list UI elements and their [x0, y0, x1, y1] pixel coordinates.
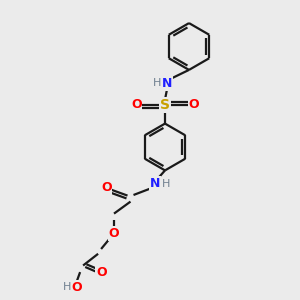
Text: H: H	[63, 282, 71, 292]
Text: O: O	[72, 281, 83, 294]
Text: H: H	[152, 78, 161, 88]
Text: O: O	[188, 98, 199, 112]
Text: O: O	[131, 98, 142, 112]
Text: O: O	[101, 181, 112, 194]
Text: H: H	[161, 178, 170, 189]
Text: N: N	[162, 77, 172, 90]
Text: N: N	[150, 177, 160, 190]
Text: O: O	[96, 266, 107, 279]
Text: O: O	[109, 227, 119, 240]
Text: S: S	[160, 98, 170, 112]
